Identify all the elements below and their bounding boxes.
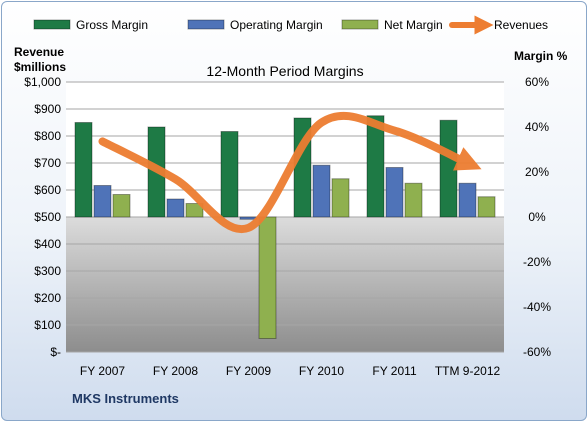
right-tick-label: 0% bbox=[528, 210, 546, 224]
bar-net-margin-fy-2008 bbox=[185, 203, 204, 218]
bar-net-margin-fy-2007 bbox=[112, 194, 131, 218]
bar-net-margin-ttm-9-2012 bbox=[477, 196, 496, 218]
category-label: TTM 9-2012 bbox=[435, 364, 501, 378]
bar-net-margin-fy-2011 bbox=[404, 182, 423, 218]
category-label: FY 2007 bbox=[80, 364, 125, 378]
bar-gross-margin-ttm-9-2012 bbox=[439, 119, 458, 218]
bar-operating-margin-fy-2010 bbox=[312, 164, 331, 218]
left-axis-title-line2: $millions bbox=[14, 60, 66, 74]
category-label: FY 2009 bbox=[226, 364, 271, 378]
left-tick-label: $200 bbox=[34, 291, 61, 305]
bar-gross-margin-fy-2009 bbox=[220, 131, 239, 218]
left-tick-label: $100 bbox=[34, 318, 61, 332]
right-tick-label: 40% bbox=[525, 120, 549, 134]
bar-operating-margin-fy-2007 bbox=[93, 185, 112, 218]
left-tick-label: $400 bbox=[34, 237, 61, 251]
legend-swatch-gross-margin bbox=[33, 19, 71, 30]
right-tick-label: -20% bbox=[523, 255, 551, 269]
chart-title: 12-Month Period Margins bbox=[206, 63, 363, 79]
revenues-line bbox=[98, 111, 482, 234]
legend-label-revenues: Revenues bbox=[494, 18, 548, 32]
category-label: FY 2008 bbox=[153, 364, 198, 378]
legend-label-gross-margin: Gross Margin bbox=[76, 18, 148, 32]
bar-operating-margin-ttm-9-2012 bbox=[458, 182, 477, 218]
left-tick-label: $900 bbox=[34, 102, 61, 116]
legend-swatch-net-margin bbox=[341, 19, 379, 30]
left-tick-label: $1,000 bbox=[24, 75, 61, 89]
category-label: FY 2010 bbox=[299, 364, 344, 378]
company-name: MKS Instruments bbox=[72, 391, 179, 406]
bar-gross-margin-fy-2011 bbox=[366, 115, 385, 218]
right-tick-label: 20% bbox=[525, 165, 549, 179]
left-tick-label: $300 bbox=[34, 264, 61, 278]
category-label: FY 2011 bbox=[372, 364, 417, 378]
left-tick-label: $600 bbox=[34, 183, 61, 197]
right-tick-label: -40% bbox=[523, 300, 551, 314]
right-tick-label: -60% bbox=[523, 345, 551, 359]
left-tick-label: $500 bbox=[34, 210, 61, 224]
legend: Gross Margin Operating Margin Net Margin Re… bbox=[33, 15, 548, 35]
bar-operating-margin-fy-2011 bbox=[385, 167, 404, 218]
plot-area: $- $100 $200 $300 $400 $500 $600 $700 $800 $900 $1… bbox=[24, 75, 551, 378]
left-axis-title-line1: Revenue bbox=[14, 45, 64, 59]
left-tick-label: $- bbox=[50, 345, 61, 359]
right-tick-label: 60% bbox=[525, 75, 549, 89]
left-tick-label: $800 bbox=[34, 129, 61, 143]
legend-swatch-operating-margin bbox=[187, 19, 225, 30]
right-axis-title: Margin % bbox=[514, 49, 568, 63]
bar-operating-margin-fy-2008 bbox=[166, 198, 185, 218]
bar-gross-margin-fy-2007 bbox=[74, 122, 93, 218]
left-tick-label: $700 bbox=[34, 156, 61, 170]
legend-label-operating-margin: Operating Margin bbox=[230, 18, 323, 32]
bar-net-margin-fy-2010 bbox=[331, 178, 350, 218]
bar-net-margin-fy-2009 bbox=[258, 216, 277, 339]
legend-label-net-margin: Net Margin bbox=[384, 18, 443, 32]
